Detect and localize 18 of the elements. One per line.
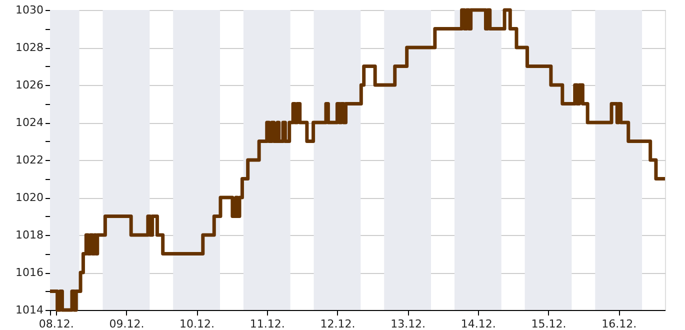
y-tick-label: 1024 bbox=[16, 116, 44, 129]
x-tick-label: 09.12. bbox=[109, 318, 144, 330]
y-tick-label: 1018 bbox=[16, 228, 44, 242]
y-tick-label: 1028 bbox=[16, 41, 44, 54]
y-tick-label: 1030 bbox=[16, 4, 44, 16]
x-tick-label: 16.12. bbox=[602, 318, 637, 330]
x-tick-label: 14.12. bbox=[460, 318, 496, 330]
x-tick-label: 12.12. bbox=[320, 318, 356, 330]
x-tick-label: 13.12. bbox=[390, 318, 426, 330]
y-tick-label: 1020 bbox=[16, 191, 44, 204]
y-tick-label: 1016 bbox=[16, 266, 44, 279]
x-tick-label: 15.12. bbox=[531, 318, 566, 330]
x-tick-label: 08.12. bbox=[38, 318, 74, 330]
y-tick-label: 1014 bbox=[16, 304, 44, 316]
x-tick-label: 10.12. bbox=[180, 318, 215, 330]
y-tick-label: 1022 bbox=[16, 154, 44, 166]
y-tick-label: 1026 bbox=[16, 78, 44, 92]
x-tick-label: 11.12. bbox=[250, 318, 285, 330]
